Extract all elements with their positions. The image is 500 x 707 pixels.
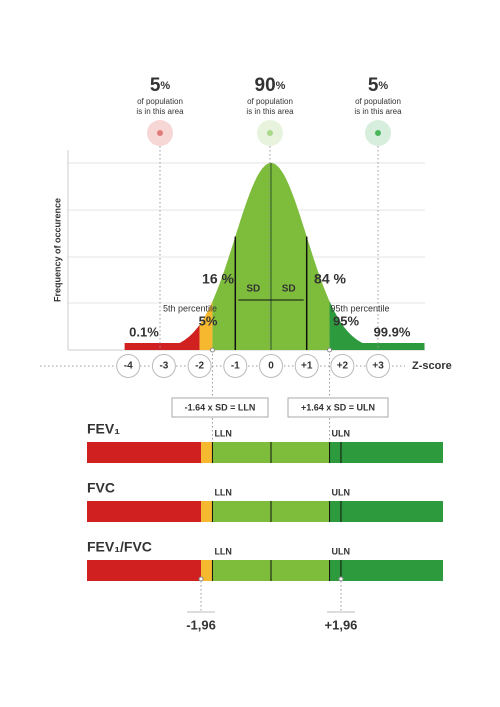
marker-dot (157, 130, 163, 136)
bar-segment (201, 442, 213, 463)
curve-label: 84 % (314, 271, 346, 287)
curve-label: 5% (199, 313, 218, 328)
marker-text: of population (355, 97, 401, 106)
lln-label: LLN (214, 546, 232, 556)
formula-box (287, 397, 389, 418)
z-tick-circle (151, 354, 176, 378)
z-tick-label: -3 (159, 361, 168, 372)
z-tick-label: 0 (268, 361, 274, 372)
marker-unit: % (276, 80, 286, 92)
bar-segment (87, 501, 202, 522)
lln-label: LLN (214, 487, 232, 497)
curve-label: 99.9% (374, 324, 411, 339)
marker-value: 5% (368, 75, 389, 96)
bottom-dot (198, 576, 204, 582)
z-tick-circle (330, 354, 355, 378)
z-tick-label: +2 (337, 361, 349, 372)
bar-segment (87, 560, 202, 581)
z-axis-label: Z-score (412, 360, 452, 372)
bottom-dot (338, 576, 344, 582)
z-tick-circle (187, 354, 212, 378)
bar-segment (201, 501, 213, 522)
formula-text: +1.64 x SD = ULN (301, 402, 375, 412)
curve-label: 5th percentile (163, 303, 217, 313)
formula-box (171, 397, 269, 418)
sd-label: SD (246, 284, 260, 295)
z-tick-circle (259, 354, 283, 378)
bar-segment (201, 560, 213, 581)
bar-segment (329, 560, 443, 581)
z-tick-label: -1 (231, 361, 240, 372)
marker-number: 5 (150, 75, 161, 96)
curve-area (329, 301, 425, 350)
limit-dot (327, 347, 333, 353)
bar-segment (329, 501, 443, 522)
formula-text: -1.64 x SD = LLN (185, 402, 256, 412)
marker-text: of population (137, 97, 183, 106)
marker-unit: % (160, 80, 170, 92)
marker-dot (375, 130, 381, 136)
uln-label: ULN (332, 546, 351, 556)
marker-text: is in this area (246, 107, 294, 116)
z-tick-circle (116, 354, 141, 378)
z-tick-label: -2 (195, 361, 204, 372)
curve-label: 95th percentile (330, 303, 389, 313)
bar-name: FVC (87, 480, 115, 496)
uln-label: ULN (332, 487, 351, 497)
z-tick-label: +3 (372, 361, 384, 372)
marker-text: is in this area (354, 107, 402, 116)
marker-number: 5 (368, 75, 379, 96)
marker-value: 5% (150, 75, 171, 96)
z-tick-circle (366, 354, 391, 378)
bar-segment (329, 442, 443, 463)
curve-label: 0.1% (129, 324, 159, 339)
curve-label: 16 % (202, 271, 234, 287)
lln-label: LLN (214, 428, 232, 438)
bottom-label: -1,96 (186, 617, 216, 632)
z-tick-label: -4 (124, 361, 133, 372)
bar-segment (87, 442, 202, 463)
marker-text: is in this area (136, 107, 184, 116)
limit-dot (209, 347, 215, 353)
curve-area (124, 324, 200, 350)
bottom-label: +1,96 (325, 617, 358, 632)
curve-label: 95% (333, 313, 359, 328)
marker-value: 90% (255, 75, 286, 96)
z-tick-circle (294, 354, 319, 378)
z-tick-label: +1 (301, 361, 313, 372)
bar-name: FEV₁/FVC (87, 539, 152, 555)
sd-label: SD (282, 284, 296, 295)
marker-unit: % (378, 80, 388, 92)
uln-label: ULN (332, 428, 351, 438)
bar-name: FEV₁ (87, 421, 120, 437)
marker-dot (267, 130, 273, 136)
marker-text: of population (247, 97, 293, 106)
marker-number: 90 (255, 75, 276, 96)
z-tick-circle (223, 354, 248, 378)
curve-area (199, 301, 213, 350)
y-axis-label: Frequency of occurence (52, 198, 62, 302)
